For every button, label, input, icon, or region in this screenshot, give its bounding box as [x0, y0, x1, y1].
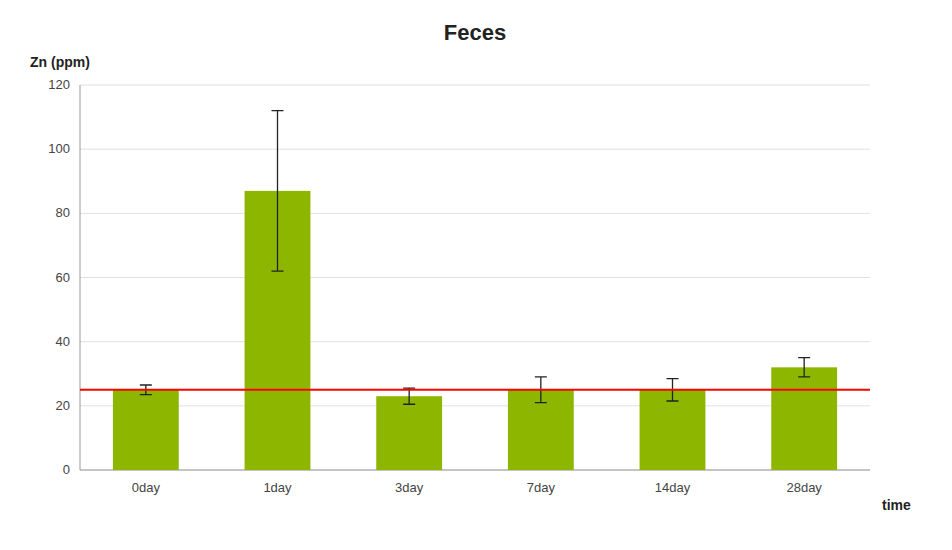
grid-line: [80, 277, 870, 278]
x-axis-label: time: [882, 497, 911, 513]
reference-line: [80, 389, 870, 391]
grid-line: [80, 149, 870, 150]
grid-line: [80, 341, 870, 342]
x-tick-label: 14day: [655, 480, 691, 495]
error-bar: [272, 111, 284, 271]
y-axis-line: [80, 85, 81, 470]
bar: [771, 367, 837, 470]
y-tick-label: 120: [48, 77, 70, 92]
grid-line: [80, 470, 870, 471]
x-tick-label: 3day: [395, 480, 424, 495]
grid-line: [80, 405, 870, 406]
grid-line: [80, 85, 870, 86]
chart-container: 0 20 40 60 80 100 120 0day 1day 3day 7day 14day 28da…: [0, 0, 952, 550]
x-tick-label: 0day: [132, 480, 161, 495]
x-axis-line: [80, 470, 870, 471]
y-tick-label: 40: [56, 334, 70, 349]
y-tick-label: 20: [56, 398, 70, 413]
x-tick-label: 1day: [263, 480, 292, 495]
bar: [376, 396, 442, 470]
y-grid: [80, 85, 870, 470]
grid-line: [80, 213, 870, 214]
bar: [113, 390, 179, 470]
bar: [640, 390, 706, 470]
chart-svg: 0 20 40 60 80 100 120 0day 1day 3day 7day 14day 28da…: [0, 0, 952, 550]
y-tick-label: 100: [48, 141, 70, 156]
title: Feces: [444, 20, 506, 45]
y-tick-label: 80: [56, 205, 70, 220]
x-tick-label: 28day: [786, 480, 822, 495]
y-axis-label: Zn (ppm): [30, 54, 90, 70]
error-bar: [798, 358, 810, 377]
plot-area: [80, 111, 870, 470]
y-tick-label: 0: [63, 462, 70, 477]
x-tick-label: 7day: [527, 480, 556, 495]
y-tick-label: 60: [56, 270, 70, 285]
